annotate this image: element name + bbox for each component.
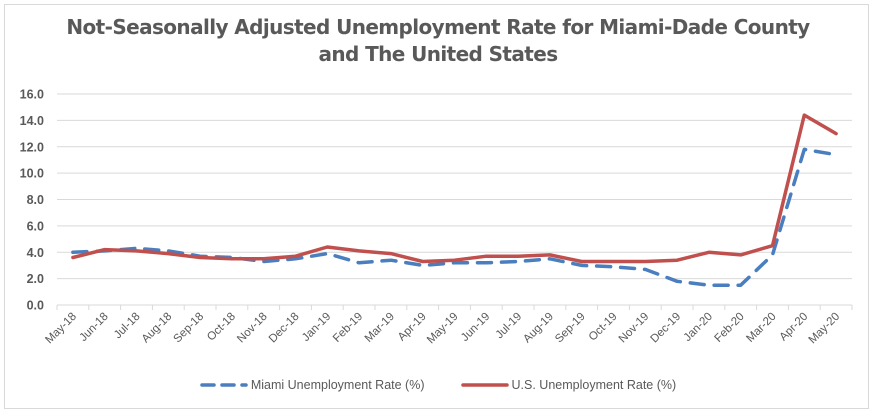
x-tick-label: Feb-20 bbox=[713, 311, 747, 345]
x-tick-label: Dec-18 bbox=[267, 311, 302, 346]
x-tick-label: Nov-19 bbox=[617, 311, 652, 346]
legend-label-us: U.S. Unemployment Rate (%) bbox=[511, 378, 677, 392]
legend-item-miami[interactable]: Miami Unemployment Rate (%) bbox=[200, 378, 425, 392]
legend-swatch-us bbox=[460, 383, 509, 387]
series-lines bbox=[71, 113, 838, 287]
y-tick-label: 8.0 bbox=[27, 193, 44, 207]
chart-title-line-2: and The United States bbox=[318, 42, 558, 66]
chart-title-line-1: Not-Seasonally Adjusted Unemployment Rat… bbox=[66, 15, 810, 39]
x-tick-label: Jan-20 bbox=[682, 311, 715, 344]
y-tick-label: 12.0 bbox=[20, 140, 44, 154]
x-tick-label: Oct-19 bbox=[587, 311, 620, 344]
x-tick-label: Aug-18 bbox=[140, 311, 175, 346]
y-tick-label: 10.0 bbox=[20, 167, 44, 181]
x-axis bbox=[56, 304, 853, 310]
x-tick-label: Jun-18 bbox=[77, 311, 110, 344]
x-tick-label: Sep-19 bbox=[553, 311, 588, 346]
series-line-us bbox=[71, 113, 838, 264]
x-tick-label: Oct-18 bbox=[205, 311, 238, 344]
chart-title: Not-Seasonally Adjusted Unemployment Rat… bbox=[0, 14, 876, 68]
gridlines bbox=[57, 93, 852, 280]
x-tick-label: Jan-19 bbox=[300, 311, 333, 344]
legend-item-us[interactable]: U.S. Unemployment Rate (%) bbox=[460, 378, 677, 392]
x-tick-label: Aug-19 bbox=[521, 311, 556, 346]
y-tick-label: 0.0 bbox=[27, 299, 44, 313]
legend: Miami Unemployment Rate (%) U.S. Unemplo… bbox=[0, 378, 876, 392]
x-tick-label: May-20 bbox=[807, 311, 843, 347]
y-tick-label: 14.0 bbox=[20, 114, 44, 128]
legend-label-miami: Miami Unemployment Rate (%) bbox=[250, 378, 425, 392]
x-tick-label: Nov-18 bbox=[235, 311, 270, 346]
x-tick-label: May-18 bbox=[43, 311, 79, 347]
x-tick-label: Jun-19 bbox=[459, 311, 492, 344]
x-tick-label: May-19 bbox=[425, 311, 461, 347]
y-tick-label: 16.0 bbox=[20, 88, 44, 102]
x-tick-label: Feb-19 bbox=[331, 311, 365, 345]
x-tick-label: Jul-19 bbox=[494, 311, 525, 342]
series-line-miami bbox=[71, 147, 838, 287]
legend-swatch-miami bbox=[200, 383, 248, 387]
x-tick-label: Mar-20 bbox=[744, 311, 778, 345]
y-tick-label: 4.0 bbox=[27, 246, 44, 260]
y-tick-label: 2.0 bbox=[27, 272, 44, 286]
y-tick-label: 6.0 bbox=[27, 219, 44, 233]
x-tick-label: Dec-19 bbox=[649, 311, 684, 346]
y-axis-tick-labels: 0.0 2.0 4.0 6.0 8.0 10.0 12.0 14.0 16.0 bbox=[20, 88, 44, 313]
x-tick-label: Jul-18 bbox=[112, 311, 143, 342]
x-tick-label: Apr-19 bbox=[396, 311, 429, 344]
chart-frame bbox=[4, 4, 869, 409]
x-tick-label: Sep-18 bbox=[172, 311, 207, 346]
x-tick-label: Apr-20 bbox=[778, 311, 811, 344]
x-tick-label: Mar-19 bbox=[363, 311, 397, 345]
